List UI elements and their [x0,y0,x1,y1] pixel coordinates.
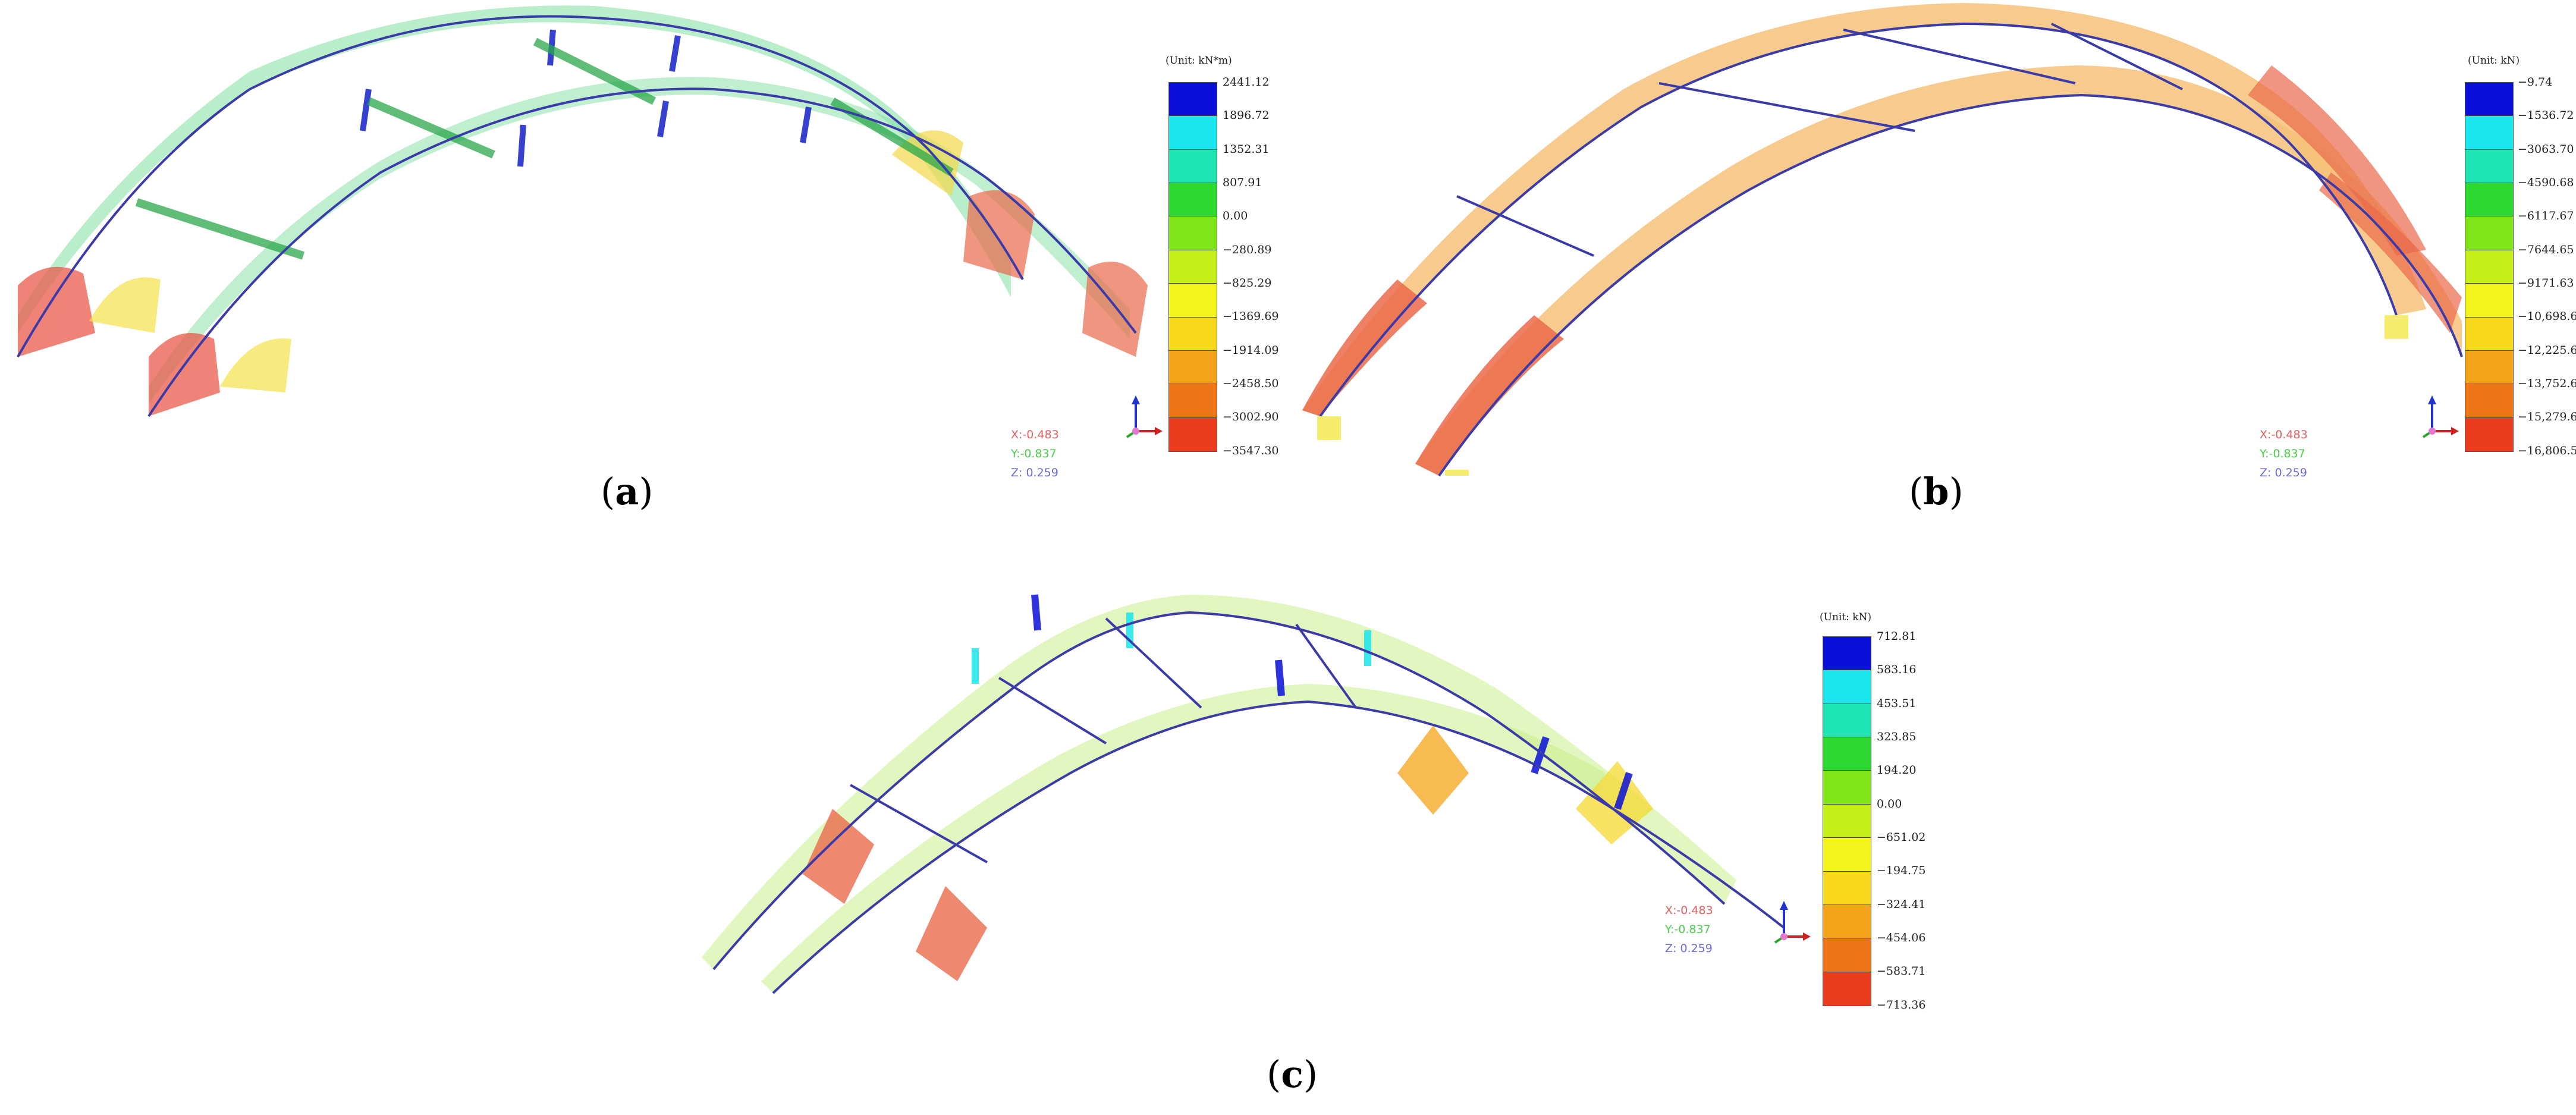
coord-x-readout: X:-0.483 [1011,428,1059,441]
color-swatch [2465,83,2513,117]
scale-tick-label: 1352.31 [1223,143,1270,156]
coord-z-readout: Z: 0.259 [1665,942,1713,955]
color-swatch [2465,284,2513,318]
color-swatch [1823,670,1871,704]
scale-tick-label: 453.51 [1877,697,1917,710]
scale-tick-label: −6117.67 [2518,209,2574,222]
coord-x-readout: X:-0.483 [2260,428,2308,441]
scale-tick-label: −1369.69 [1223,310,1279,323]
color-swatch [1169,384,1217,418]
scale-tick-label: −454.06 [1877,931,1926,944]
scale-tick-label: −16,806.50 [2518,444,2576,457]
color-swatch [2465,384,2513,418]
scale-tick-label: −2458.50 [1223,377,1279,390]
coord-y-readout: Y:-0.837 [1665,923,1711,936]
coord-z-readout: Z: 0.259 [2260,466,2307,479]
color-swatch [2465,183,2513,217]
scale-tick-label: −3002.90 [1223,410,1279,423]
color-swatch [1823,938,1871,972]
scale-tick-label: −4590.68 [2518,176,2574,189]
color-swatch [1823,838,1871,872]
legend-unit-label: (Unit: kN) [1820,611,1872,623]
scale-tick-label: −194.75 [1877,864,1926,877]
scale-tick-label: −280.89 [1223,243,1272,256]
scale-tick-label: −15,279.60 [2518,410,2576,423]
scale-tick-label: 194.20 [1877,764,1917,777]
scale-tick-label: −583.71 [1877,965,1926,978]
scale-tick-label: −3063.70 [2518,143,2574,156]
coord-z-readout: Z: 0.259 [1011,466,1058,479]
color-swatch [1169,250,1217,284]
scale-tick-label: −825.29 [1223,277,1272,290]
coord-y-readout: Y:-0.837 [2260,447,2305,460]
scale-tick-label: 0.00 [1877,797,1902,811]
color-swatch [1823,703,1871,738]
color-swatch [2465,317,2513,351]
scale-tick-label: 0.00 [1223,209,1248,222]
arch-axial-force-diagram [1302,3,2463,477]
color-swatch [1823,771,1871,805]
color-scale-bar [1823,636,1871,1006]
coord-x-readout: X:-0.483 [1665,904,1713,917]
scale-tick-label: −651.02 [1877,831,1926,844]
scale-tick-label: −9171.63 [2518,277,2574,290]
scale-tick-label: −13,752.60 [2518,377,2576,390]
color-swatch [1823,804,1871,838]
color-swatch [2465,250,2513,284]
color-swatch [1823,737,1871,771]
scale-tick-label: −1914.09 [1223,344,1279,357]
color-swatch [2465,417,2513,451]
color-swatch [2465,149,2513,184]
legend-unit-label: (Unit: kN*m) [1166,55,1232,67]
color-swatch [1823,972,1871,1006]
panel-b: (Unit: kN) −9.74 −1536.72 −3063.70 −4590… [1302,0,2576,479]
legend-unit-label: (Unit: kN) [2468,55,2520,67]
axis-triad-icon [1774,901,1811,944]
scale-tick-label: 712.81 [1877,630,1917,643]
color-swatch [1169,317,1217,351]
axis-triad-icon [2422,395,2459,438]
scale-tick-label: −12,225.60 [2518,344,2576,357]
color-swatch [1169,116,1217,150]
panel-b-caption: (b) [1909,470,1964,513]
scale-tick-label: −1536.72 [2518,109,2574,122]
coord-y-readout: Y:-0.837 [1011,447,1057,460]
color-scale-bar [2465,82,2514,452]
color-scale-bar [1168,82,1217,452]
color-swatch [1169,216,1217,250]
color-swatch [1169,183,1217,217]
arch-bending-moment-diagram [17,5,1148,417]
panel-a: (Unit: kN*m) 2441.12 1896.72 1352.31 807… [0,0,1296,479]
scale-tick-label: −9.74 [2518,76,2553,89]
color-swatch [1169,149,1217,184]
scale-tick-label: 583.16 [1877,663,1917,676]
scale-tick-label: 323.85 [1877,730,1917,743]
color-swatch [1169,350,1217,385]
scale-tick-label: −10,698.60 [2518,310,2576,323]
color-swatch [1823,871,1871,905]
panel-c-caption: (c) [1267,1053,1318,1096]
color-swatch [1169,83,1217,117]
scale-tick-label: −713.36 [1877,998,1926,1012]
scale-tick-label: −324.41 [1877,898,1926,911]
color-swatch [1823,904,1871,939]
arch-shear-force-diagram [702,594,1785,994]
scale-tick-label: 2441.12 [1223,76,1270,89]
axis-triad-icon [1126,395,1163,438]
color-swatch [1169,417,1217,451]
color-swatch [1823,637,1871,671]
color-swatch [2465,350,2513,385]
panel-c: (Unit: kN) 712.81 583.16 453.51 323.85 1… [654,594,1962,1047]
scale-tick-label: −3547.30 [1223,444,1279,457]
color-swatch [2465,216,2513,250]
panel-a-caption: (a) [601,470,654,513]
color-swatch [2465,116,2513,150]
scale-tick-label: 807.91 [1223,176,1262,189]
scale-tick-label: −7644.65 [2518,243,2574,256]
color-swatch [1169,284,1217,318]
scale-tick-label: 1896.72 [1223,109,1270,122]
